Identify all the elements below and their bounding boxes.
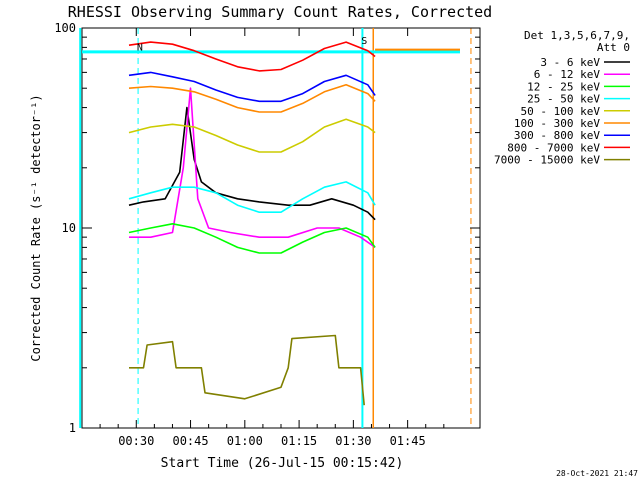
chart-title: RHESSI Observing Summary Count Rates, Co… <box>68 3 492 21</box>
legend-label-4: 50 - 100 keV <box>521 105 601 118</box>
legend-label-0: 3 - 6 keV <box>540 56 600 69</box>
legend-label-3: 25 - 50 keV <box>527 93 600 106</box>
series-line-8 <box>129 334 365 406</box>
series-line-4 <box>128 118 376 153</box>
y-axis-label: Corrected Count Rate (s⁻¹ detector⁻¹) <box>29 94 43 361</box>
y-tick-label: 1 <box>69 421 76 435</box>
footer-date: 28-Oct-2021 21:47 <box>556 469 638 478</box>
series-line-0 <box>128 106 376 221</box>
y-tick-label: 100 <box>54 21 76 35</box>
series-line-3 <box>128 181 376 213</box>
series-line-2 <box>128 223 376 254</box>
tick-layer: 00:30 00:45 01:00 01:15 01:30 01:45 1 10 100 <box>54 21 480 448</box>
x-tick-label: 01:30 <box>335 434 371 448</box>
series-line-7 <box>128 41 376 72</box>
legend-header-line-1: Det 1,3,5,6,7,9, <box>524 29 630 42</box>
x-axis-label: Start Time (26-Jul-15 00:15:42) <box>161 456 404 471</box>
x-tick-label: 01:45 <box>390 434 426 448</box>
annotation-s: S <box>361 36 367 47</box>
annotation-n: N <box>137 43 143 54</box>
x-tick-label: 00:30 <box>118 434 154 448</box>
x-tick-label: 01:15 <box>281 434 317 448</box>
legend-label-7: 800 - 7000 keV <box>507 141 600 154</box>
x-tick-label: 00:45 <box>172 434 208 448</box>
legend-label-6: 300 - 800 keV <box>514 129 600 142</box>
series-line-6 <box>128 71 376 103</box>
legend-label-5: 100 - 300 keV <box>514 117 600 130</box>
legend-label-2: 12 - 25 keV <box>527 80 600 93</box>
x-tick-label: 01:00 <box>227 434 263 448</box>
series-line-5 <box>128 84 376 113</box>
series-line-1 <box>129 87 376 249</box>
series-layer <box>128 41 376 406</box>
legend-header-line-2: Att 0 <box>597 41 630 54</box>
y-tick-label: 10 <box>62 221 76 235</box>
legend-label-8: 7000 - 15000 keV <box>494 154 600 167</box>
legend-label-1: 6 - 12 keV <box>534 68 601 81</box>
annotation-layer: NS <box>137 36 367 54</box>
